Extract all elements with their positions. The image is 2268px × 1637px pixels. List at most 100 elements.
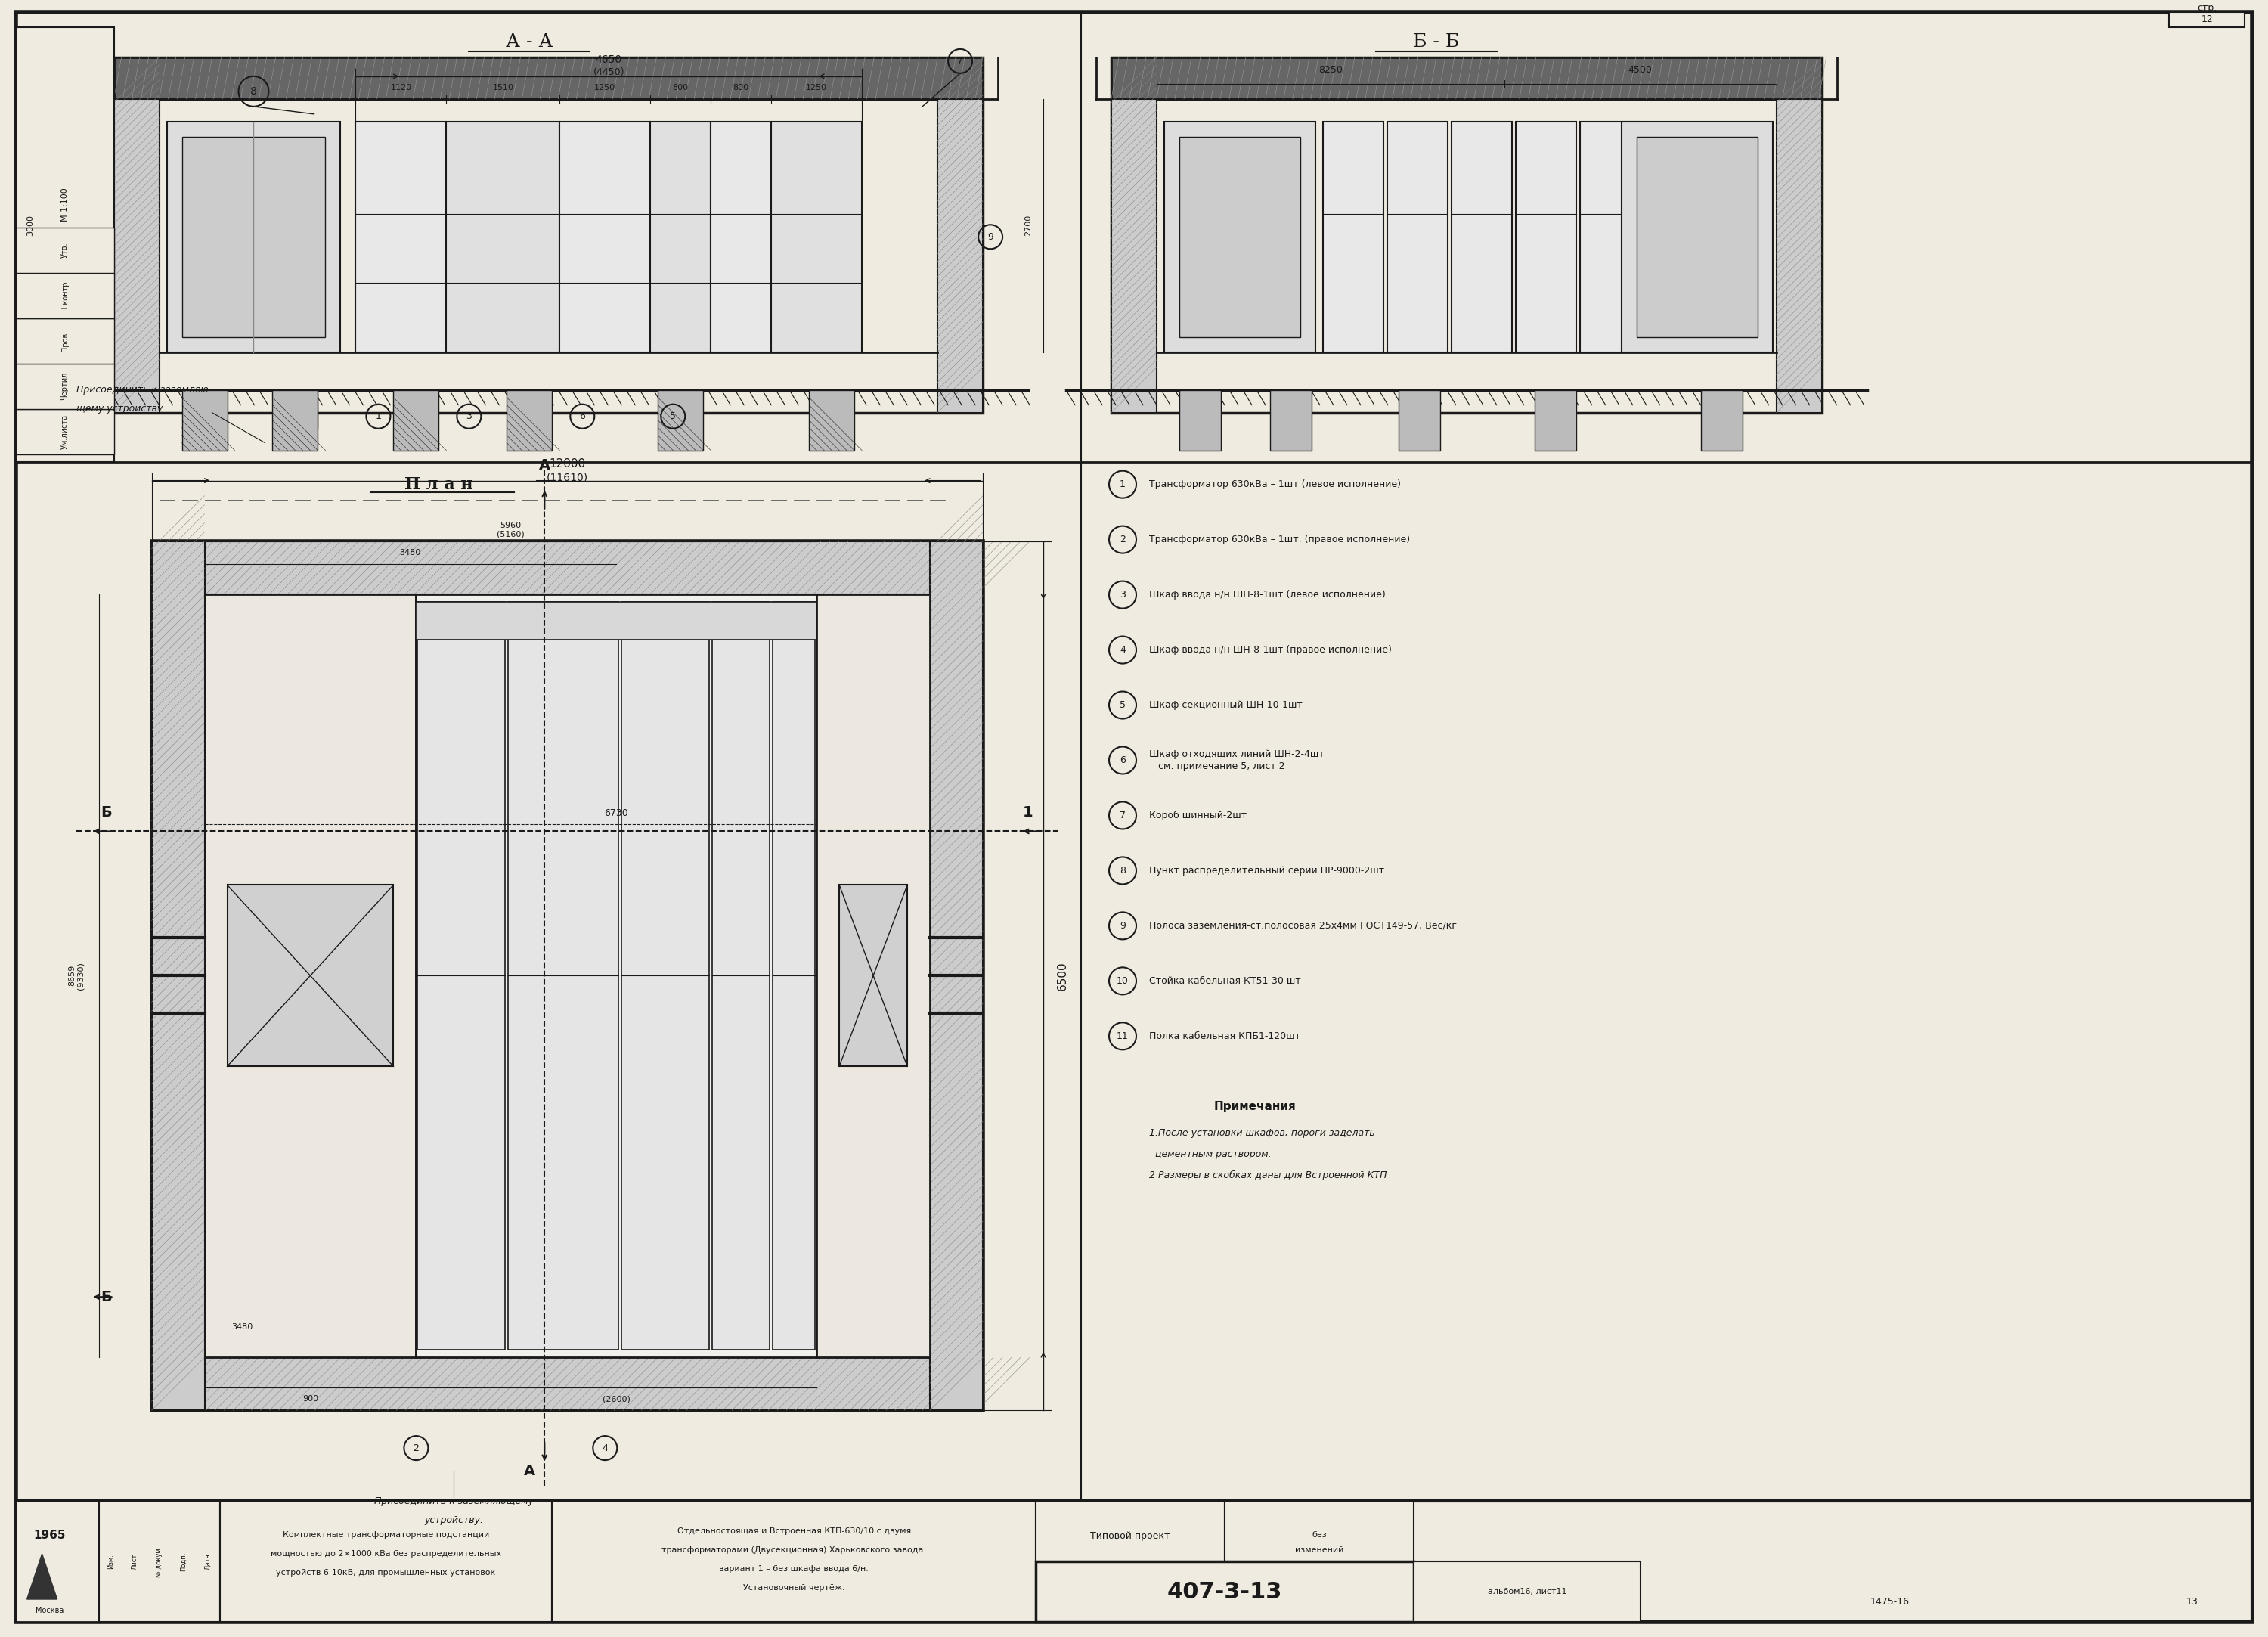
Bar: [1179, 138, 1300, 337]
Text: 6500: 6500: [1057, 961, 1068, 990]
Bar: [204, 594, 930, 1357]
Bar: [1225, 1501, 1413, 1562]
Bar: [819, 601, 905, 1351]
Text: Пров.: Пров.: [61, 331, 68, 352]
Text: Чертил: Чертил: [61, 372, 68, 401]
Text: 2: 2: [413, 1444, 420, 1454]
Text: 4: 4: [601, 1444, 608, 1454]
Bar: [1413, 1562, 1640, 1622]
Bar: [621, 601, 710, 1351]
Bar: [415, 601, 816, 640]
Bar: [1322, 121, 1383, 352]
Text: 800: 800: [733, 83, 748, 92]
Bar: [1111, 98, 1157, 413]
Text: 1250: 1250: [805, 83, 828, 92]
Text: Дата: Дата: [204, 1554, 211, 1570]
Text: 7: 7: [1120, 810, 1125, 820]
Bar: [447, 121, 560, 352]
Bar: [560, 121, 651, 352]
Text: (4450): (4450): [594, 67, 624, 77]
Text: 7: 7: [957, 56, 964, 65]
Bar: [1515, 121, 1576, 352]
Bar: [1701, 390, 1742, 450]
Bar: [1776, 98, 1821, 413]
Bar: [1637, 138, 1758, 337]
Bar: [1622, 121, 1774, 352]
Bar: [220, 1501, 551, 1622]
Text: 3480: 3480: [399, 548, 422, 557]
Bar: [937, 98, 982, 413]
Text: Трансформатор 630кВа – 1шт. (правое исполнение): Трансформатор 630кВа – 1шт. (правое испо…: [1150, 535, 1411, 545]
Text: 5960
(5160): 5960 (5160): [497, 522, 524, 539]
Text: Полоса заземления-ст.полосовая 25х4мм ГОСТ149-57, Вес/кг: Полоса заземления-ст.полосовая 25х4мм ГО…: [1150, 922, 1456, 931]
Text: Пункт распределительный серии ПР-9000-2шт: Пункт распределительный серии ПР-9000-2ш…: [1150, 866, 1383, 876]
Text: 2: 2: [1120, 535, 1125, 545]
Bar: [113, 57, 982, 413]
Text: 9: 9: [1120, 922, 1125, 931]
Bar: [191, 390, 220, 427]
Text: Трансформатор 630кВа – 1шт (левое исполнение): Трансформатор 630кВа – 1шт (левое исполн…: [1150, 480, 1402, 489]
Text: 3480: 3480: [231, 1323, 254, 1331]
Text: 13: 13: [2186, 1598, 2198, 1608]
Bar: [1036, 1501, 1225, 1562]
Text: 8: 8: [1120, 866, 1125, 876]
Bar: [658, 390, 703, 450]
Bar: [16, 228, 113, 273]
Text: Примечания: Примечания: [1213, 1100, 1295, 1112]
Bar: [181, 390, 227, 450]
Text: 5: 5: [1120, 701, 1125, 710]
Bar: [16, 409, 113, 453]
Bar: [16, 28, 113, 462]
Text: Полка кабельная КПБ1-120шт: Полка кабельная КПБ1-120шт: [1150, 1031, 1300, 1041]
Text: 1250: 1250: [594, 83, 615, 92]
Text: 6: 6: [578, 411, 585, 421]
Text: Типовой проект: Типовой проект: [1091, 1531, 1170, 1540]
Bar: [227, 886, 392, 1066]
Text: Шкаф ввода н/н ШН-8-1шт (правое исполнение): Шкаф ввода н/н ШН-8-1шт (правое исполнен…: [1150, 645, 1393, 655]
Bar: [551, 1501, 1036, 1622]
Text: (2600): (2600): [603, 1395, 631, 1403]
Bar: [168, 121, 340, 352]
Bar: [152, 542, 982, 594]
Text: Присоединить к заземляю-: Присоединить к заземляю-: [77, 385, 211, 395]
Text: 1: 1: [1023, 805, 1034, 820]
Bar: [1270, 390, 1311, 450]
Bar: [1388, 121, 1447, 352]
Text: Лист: Лист: [132, 1554, 138, 1570]
Bar: [16, 363, 113, 409]
Bar: [506, 390, 551, 450]
Text: Ум.листа: Ум.листа: [61, 414, 68, 449]
Text: Б - Б: Б - Б: [1413, 34, 1458, 51]
Text: Подп.: Подп.: [179, 1552, 186, 1572]
Text: Шкаф ввода н/н ШН-8-1шт (левое исполнение): Шкаф ввода н/н ШН-8-1шт (левое исполнени…: [1150, 589, 1386, 599]
Bar: [2168, 11, 2245, 28]
Bar: [1163, 121, 1315, 352]
Bar: [816, 594, 930, 1357]
Bar: [204, 594, 415, 1357]
Text: 6: 6: [1120, 755, 1125, 764]
Bar: [930, 542, 982, 1409]
Bar: [181, 138, 324, 337]
Text: 8659
(9330): 8659 (9330): [68, 961, 84, 990]
Bar: [1399, 390, 1440, 450]
Text: М 1:100: М 1:100: [61, 188, 68, 221]
Text: щему устройству: щему устройству: [77, 404, 163, 414]
Text: А: А: [524, 1463, 535, 1478]
Text: Установочный чертёж.: Установочный чертёж.: [744, 1585, 844, 1591]
Text: 407-3-13: 407-3-13: [1168, 1581, 1281, 1603]
Bar: [773, 601, 814, 1351]
Text: 1475-16: 1475-16: [1871, 1598, 1910, 1608]
Bar: [1111, 57, 1821, 98]
Bar: [152, 542, 982, 1409]
Text: 1: 1: [1120, 480, 1125, 489]
Text: Москва: Москва: [36, 1608, 64, 1614]
Text: Б: Б: [100, 1290, 111, 1305]
Text: 12000: 12000: [549, 458, 585, 470]
Bar: [113, 98, 159, 413]
Text: Б: Б: [100, 805, 111, 820]
Text: Короб шинный-2шт: Короб шинный-2шт: [1150, 810, 1247, 820]
Text: (11610): (11610): [547, 473, 587, 483]
Text: 11: 11: [1116, 1031, 1129, 1041]
Bar: [1581, 121, 1640, 352]
Text: 3: 3: [465, 411, 472, 421]
